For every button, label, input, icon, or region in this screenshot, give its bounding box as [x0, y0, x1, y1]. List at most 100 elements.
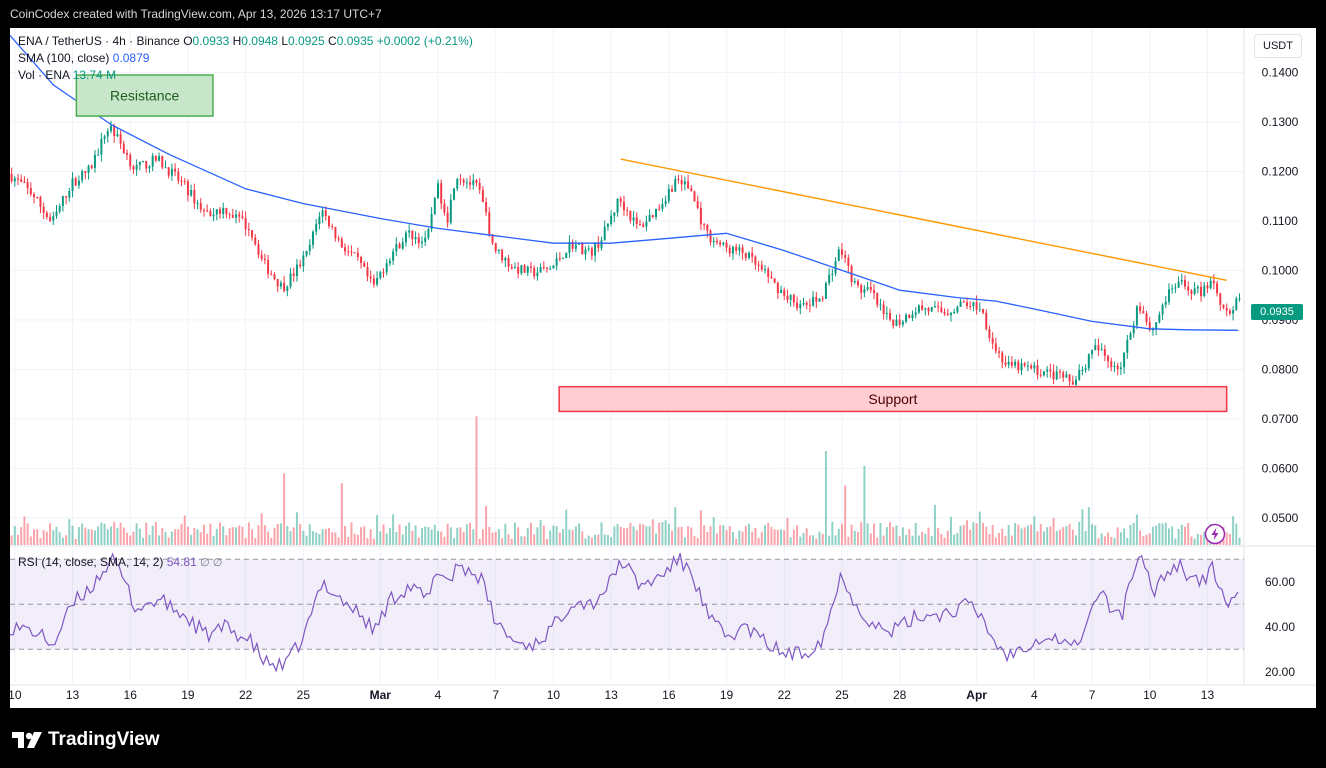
candle — [911, 314, 914, 319]
candle — [513, 267, 516, 269]
sma-line — [10, 34, 1239, 331]
volume-bar — [815, 538, 818, 545]
candle — [475, 180, 478, 184]
candle — [956, 306, 959, 313]
candle — [1113, 365, 1116, 367]
volume-bar — [257, 525, 260, 545]
legend-sma-row[interactable]: SMA (100, close) 0.0879 — [18, 51, 149, 65]
volume-bar — [562, 529, 565, 545]
volume-bar — [411, 530, 414, 545]
chart-frame[interactable]: Resistance Support 0.1400 0.1300 0.1200 0.11… — [10, 28, 1316, 708]
candle — [632, 217, 635, 221]
volume-bar — [100, 522, 103, 545]
candle — [254, 237, 257, 245]
candle — [453, 188, 456, 200]
volume-bar — [901, 527, 904, 545]
volume-bar — [206, 533, 209, 545]
volume-bar — [10, 535, 13, 545]
volume-bar — [706, 531, 709, 545]
candle — [247, 229, 250, 231]
volume-bar — [606, 534, 609, 545]
candle — [876, 293, 879, 305]
volume-bar — [154, 522, 157, 545]
candle — [206, 210, 209, 212]
volume-bar — [722, 525, 725, 545]
candle — [29, 188, 32, 195]
candle — [337, 238, 340, 240]
volume-bar — [914, 522, 917, 545]
currency-unit-button[interactable]: USDT — [1254, 34, 1302, 58]
candle — [1058, 371, 1061, 373]
candle — [969, 306, 972, 308]
volume-bar — [440, 531, 443, 545]
volume-bar — [1148, 533, 1151, 545]
volume-bar — [302, 530, 305, 545]
candle — [642, 224, 645, 227]
candle — [901, 321, 904, 325]
candle — [937, 306, 940, 308]
candle — [606, 223, 609, 227]
descending-trendline[interactable] — [620, 158, 1227, 282]
price-tick-label: 0.0800 — [1262, 362, 1299, 376]
volume-bar — [552, 525, 555, 545]
volume-bar — [81, 523, 84, 545]
support-zone[interactable] — [558, 385, 1228, 413]
volume-bar — [1119, 532, 1122, 545]
candle — [251, 230, 254, 238]
candle — [1030, 365, 1033, 369]
candle — [151, 155, 154, 167]
candle — [148, 166, 151, 169]
volume-bar — [1193, 538, 1196, 545]
volume-bar — [513, 522, 516, 545]
candle — [411, 230, 414, 240]
time-tick-label: 7 — [492, 688, 499, 702]
volume-bar — [427, 526, 430, 545]
candle — [574, 244, 577, 249]
volume-bar — [494, 531, 497, 545]
candle — [578, 243, 581, 245]
volume-bar — [1184, 526, 1187, 545]
candle — [1097, 345, 1100, 351]
candle — [456, 179, 459, 189]
volume-bar — [805, 528, 808, 545]
volume-bar — [683, 537, 686, 545]
volume-bar — [933, 504, 936, 545]
candle — [966, 302, 968, 307]
resistance-zone[interactable] — [75, 74, 214, 117]
legend-vol-row[interactable]: Vol · ENA 13.74 M — [18, 68, 116, 82]
volume-bar — [225, 535, 228, 545]
candle — [1155, 322, 1158, 330]
volume-bar — [741, 531, 744, 545]
volume-bar — [1174, 538, 1177, 545]
candle — [68, 191, 71, 198]
volume-bar — [821, 533, 824, 545]
volume-bar — [491, 532, 494, 545]
volume-bar — [677, 527, 680, 545]
volume-bar — [475, 416, 478, 545]
volume-bar — [943, 537, 946, 545]
candle — [77, 180, 80, 186]
candle — [565, 252, 568, 259]
candle — [824, 283, 827, 299]
volume-bar — [376, 514, 379, 545]
candle — [305, 250, 308, 256]
candle — [122, 143, 125, 153]
candle — [840, 249, 843, 255]
volume-bar — [17, 534, 20, 545]
time-tick-label: Apr — [966, 688, 987, 702]
legend-close: 0.0935 — [336, 34, 374, 48]
lightning-icon[interactable] — [1204, 523, 1226, 545]
volume-bar — [504, 523, 507, 545]
candle — [998, 351, 1001, 353]
volume-bar — [161, 527, 164, 545]
volume-bar — [1187, 523, 1190, 545]
candle — [145, 160, 148, 169]
volume-bar — [1225, 532, 1228, 545]
candle — [235, 214, 238, 218]
candle — [860, 285, 863, 293]
candle — [558, 258, 561, 260]
legend-rsi-row[interactable]: RSI (14, close, SMA, 14, 2) 54.81 ∅ ∅ — [18, 555, 222, 569]
price-chart[interactable]: Resistance Support 0.1400 0.1300 0.1200 0.11… — [10, 28, 1316, 708]
candle — [831, 273, 834, 275]
volume-bar — [1075, 535, 1077, 545]
